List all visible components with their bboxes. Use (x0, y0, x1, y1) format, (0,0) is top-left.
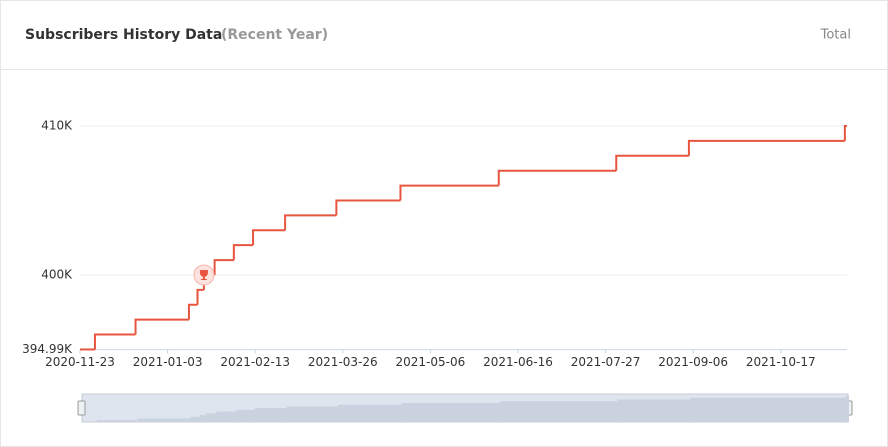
y-tick-label: 400K (41, 267, 73, 281)
step-segment (335, 199, 401, 216)
navigator-step (205, 413, 217, 422)
y-tick-label: 410K (41, 119, 73, 133)
step-segment (187, 303, 198, 320)
step-segment (497, 169, 617, 186)
step-segment (134, 318, 189, 335)
navigator-step (137, 418, 191, 422)
x-tick-label: 2020-11-23 (45, 355, 115, 369)
navigator-step (617, 399, 691, 422)
step-segment (399, 184, 499, 201)
navigator-step (338, 404, 403, 422)
milestone-icon (199, 269, 208, 280)
x-tick-label: 2021-03-26 (308, 355, 378, 369)
x-tick-label: 2021-01-03 (133, 355, 203, 369)
step-segment (232, 244, 254, 261)
chart-subtitle: (Recent Year) (221, 27, 328, 43)
step-segment (196, 288, 204, 305)
step-segment (284, 214, 337, 231)
step-segment (93, 333, 136, 350)
chart-title: Subscribers History Data (25, 27, 222, 43)
navigator-step (690, 397, 846, 422)
navigator-step (500, 401, 618, 422)
navigator-handle[interactable] (77, 400, 86, 416)
navigator-step (286, 406, 339, 422)
navigator-step (96, 420, 138, 422)
navigator-step (845, 396, 848, 422)
x-tick-label: 2021-10-17 (746, 355, 816, 369)
x-tick-label: 2021-07-27 (571, 355, 641, 369)
x-tick-label: 2021-02-13 (220, 355, 290, 369)
x-tick-label: 2021-09-06 (658, 355, 728, 369)
step-segment (843, 125, 847, 141)
navigator-step (216, 411, 236, 422)
navigator-step (254, 408, 287, 422)
navigator-step (199, 415, 206, 422)
total-toggle[interactable]: Total (820, 28, 851, 43)
x-tick-label: 2021-05-06 (396, 355, 466, 369)
navigator-step (235, 409, 255, 422)
navigator-step (190, 416, 200, 422)
step-segment (252, 229, 286, 246)
y-tick-label: 394.99K (22, 342, 73, 356)
x-tick-label: 2021-06-16 (483, 355, 553, 369)
navigator-step (402, 402, 501, 422)
step-segment (213, 259, 234, 275)
step-segment (615, 154, 689, 171)
navigator-step (848, 396, 849, 422)
step-segment (687, 139, 845, 156)
